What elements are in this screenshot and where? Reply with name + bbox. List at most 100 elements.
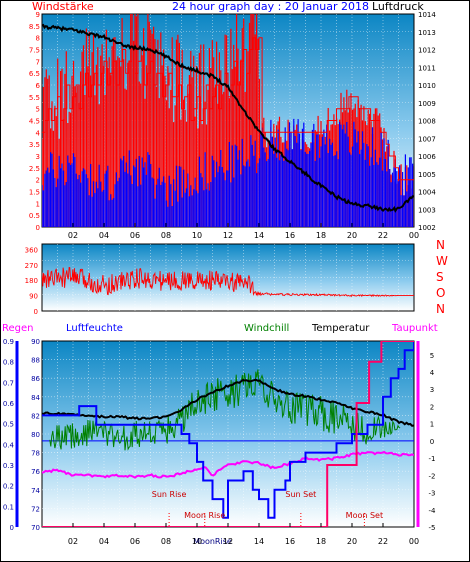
x-tick-label: 20 — [347, 231, 357, 240]
chart1-y-left-ticks: 0 0.5 1 1.5 2 2.5 3 3.5 4 4.5 5 5.5 6 6.5 7 7.5 8 8.5 9 — [29, 11, 41, 232]
y-temp-tick-label: -2 — [429, 472, 436, 480]
legend-label: Windchill — [244, 323, 289, 334]
chart3-data — [42, 341, 414, 527]
y-left-tick-label: 7.5 — [29, 47, 40, 55]
y-regen-tick-label: 0.6 — [3, 400, 15, 408]
y-left-tick-label: 6 — [36, 82, 41, 90]
y-regen-tick-label: 0.5 — [3, 421, 14, 429]
y-left-tick-label: 90 — [29, 293, 38, 301]
compass-label: N — [436, 302, 445, 316]
y-regen-tick-label: 0.8 — [3, 359, 14, 367]
y-humidity-tick-label: 88 — [31, 357, 40, 365]
x-tick-label: 12 — [223, 537, 233, 546]
windchill-series-line — [49, 369, 401, 451]
annotation-label: MoonRise — [193, 537, 232, 546]
y-humidity-tick-label: 90 — [31, 338, 40, 346]
temperature-series-line — [42, 378, 414, 427]
compass-label: W — [436, 254, 448, 268]
chart1-data — [42, 14, 414, 227]
humidity-series-line — [42, 341, 414, 519]
y-left-tick-label: 4.5 — [29, 118, 40, 126]
y-right-tick-label: 1009 — [418, 100, 436, 108]
y-humidity-tick-label: 80 — [31, 431, 40, 439]
y-temp-tick-label: -1 — [429, 455, 436, 463]
chart3-y-regen-ticks: 0 0.1 0.2 0.3 0.4 0.5 0.6 0.7 0.8 0.9 — [3, 338, 19, 532]
y-temp-tick-label: 4 — [430, 369, 435, 377]
y-right-tick-label: 1004 — [418, 189, 436, 197]
y-left-tick-label: 4 — [36, 129, 41, 137]
y-humidity-tick-label: 84 — [31, 394, 40, 402]
chart1-ylabel-right: Luftdruck — [372, 0, 424, 13]
y-left-tick-label: 360 — [25, 246, 38, 254]
y-left-tick-label: 0 — [36, 224, 40, 232]
chart3-x-ticks: 02 04 06 08 10 12 14 16 18 20 22 00 — [68, 523, 419, 546]
y-left-tick-label: 2 — [36, 177, 40, 185]
y-temp-tick-label: -3 — [429, 490, 436, 498]
y-left-tick-label: 180 — [25, 277, 38, 285]
y-right-tick-label: 1002 — [418, 224, 436, 232]
y-temp-tick-label: -5 — [429, 524, 436, 532]
gust-series-outline — [42, 37, 414, 181]
x-tick-label: 02 — [68, 537, 78, 546]
x-tick-label: 12 — [223, 231, 233, 240]
x-tick-label: 16 — [285, 231, 295, 240]
y-right-tick-label: 1008 — [418, 118, 436, 126]
x-tick-label: 22 — [378, 231, 388, 240]
y-left-tick-label: 1.5 — [29, 189, 40, 197]
wind-series-spikes — [42, 118, 414, 227]
y-right-tick-label: 1013 — [418, 29, 436, 37]
y-right-tick-label: 1005 — [418, 171, 436, 179]
rain-series-line — [42, 341, 414, 527]
y-left-tick-label: 0.5 — [29, 212, 40, 220]
y-left-tick-label: 1 — [36, 200, 40, 208]
x-tick-label: 10 — [192, 537, 202, 546]
y-left-tick-label: 7 — [36, 58, 40, 66]
y-left-tick-label: 270 — [25, 262, 38, 270]
legend-label: Temperatur — [311, 323, 370, 334]
annotation-label: Moon Rise — [184, 511, 225, 520]
x-tick-label: 02 — [68, 231, 78, 240]
chart3-legend: Regen Luftfeuchte Windchill Temperatur Taupu… — [2, 323, 438, 334]
y-left-tick-label: 8.5 — [29, 23, 40, 31]
annotation-label: Sun Rise — [152, 490, 187, 499]
y-humidity-tick-label: 86 — [31, 375, 40, 383]
y-humidity-tick-label: 74 — [31, 487, 40, 495]
y-left-tick-label: 6.5 — [29, 70, 40, 78]
y-temp-tick-label: 1 — [430, 421, 434, 429]
y-humidity-tick-label: 70 — [31, 524, 40, 532]
x-tick-label: 00 — [409, 231, 419, 240]
y-regen-tick-label: 0.2 — [3, 483, 14, 491]
y-humidity-tick-label: 78 — [31, 450, 40, 458]
legend-label: Regen — [2, 323, 34, 334]
chart2-y-left-ticks: 0 90 180 270 360 — [25, 246, 38, 316]
x-tick-label: 18 — [316, 231, 326, 240]
y-regen-tick-label: 0.3 — [3, 462, 14, 470]
y-temp-tick-label: -4 — [429, 507, 437, 515]
y-regen-tick-label: 0.1 — [3, 503, 14, 511]
x-tick-label: 04 — [99, 537, 109, 546]
x-tick-label: 08 — [161, 231, 171, 240]
annotation-label: Sun Set — [285, 490, 316, 499]
y-right-tick-label: 1003 — [418, 206, 436, 214]
x-tick-label: 14 — [254, 537, 264, 546]
x-tick-label: 18 — [316, 537, 326, 546]
chart3-annotations: Sun Rise Moon Rise Sun Set Moon Set MoonRise — [152, 490, 383, 546]
x-tick-label: 00 — [409, 537, 419, 546]
y-humidity-tick-label: 72 — [31, 505, 40, 513]
compass-label: S — [436, 270, 444, 284]
y-temp-tick-label: 0 — [430, 438, 434, 446]
y-right-tick-label: 1007 — [418, 135, 436, 143]
legend-label: Luftfeuchte — [66, 323, 123, 334]
x-tick-label: 06 — [130, 231, 140, 240]
y-left-tick-label: 9 — [36, 11, 40, 19]
x-tick-label: 22 — [378, 537, 388, 546]
y-left-tick-label: 3.5 — [29, 141, 40, 149]
y-right-tick-label: 1014 — [418, 11, 436, 19]
y-temp-tick-label: 5 — [430, 352, 434, 360]
y-left-tick-label: 5.5 — [29, 94, 40, 102]
x-tick-label: 10 — [192, 231, 202, 240]
y-right-tick-label: 1006 — [418, 153, 436, 161]
y-temp-tick-label: 2 — [430, 403, 434, 411]
